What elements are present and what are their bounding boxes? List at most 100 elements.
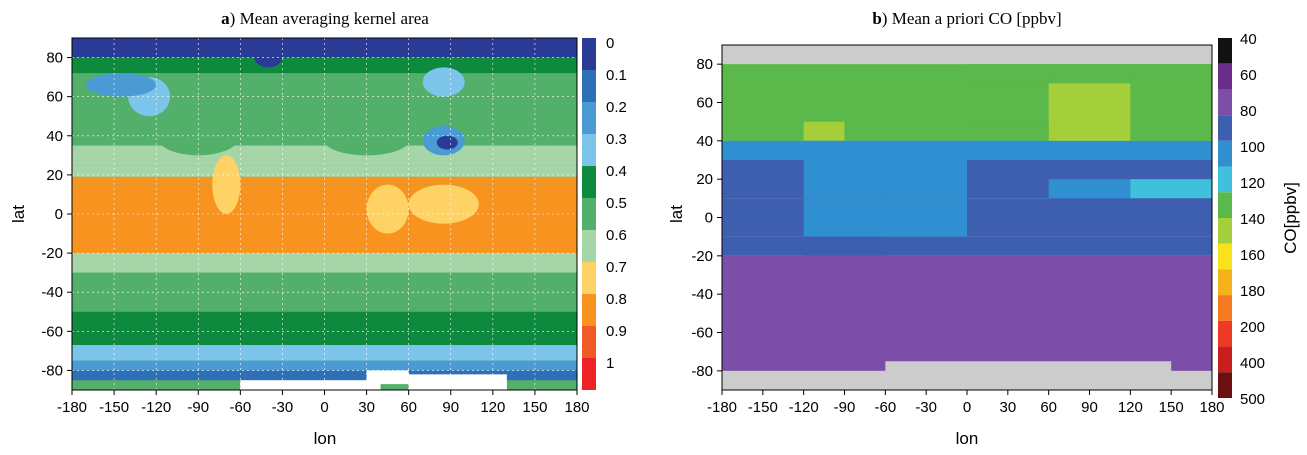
x-tick-label: 180 [564, 399, 589, 416]
grid-cell [885, 140, 967, 160]
y-tick-label: -80 [41, 362, 63, 379]
colorbar-segment [582, 102, 596, 134]
zonal-band [72, 176, 577, 185]
panel-b-axes: -180 -150 -120 -90 -60 -30 0 30 60 90 120 150 180 80 6… [691, 56, 1224, 416]
y-tick-label: 80 [696, 56, 713, 73]
panel-a: a) Mean averaging kernel area -180 -150 -1… [9, 9, 627, 448]
panel-a-title-paren: ) [230, 9, 240, 28]
grid-cell [1130, 179, 1212, 199]
colorbar-segment [582, 326, 596, 358]
panel-b-title-text: Mean a priori CO [ppbv] [892, 9, 1062, 28]
panel-b-colorbar: 40 60 80 100 120 140 160 180 200 400 500 [1218, 31, 1265, 408]
grid-cell [967, 121, 1049, 141]
x-tick-label: 0 [320, 399, 328, 416]
y-tick-label: -60 [691, 325, 713, 342]
colorbar-tick-label: 500 [1240, 391, 1265, 408]
y-tick-label: 60 [696, 95, 713, 112]
colorbar-segment [582, 262, 596, 294]
y-tick-label: 20 [46, 167, 63, 184]
grid-cell [722, 255, 1212, 275]
x-tick-label: -150 [748, 399, 778, 416]
x-tick-label: 60 [400, 399, 417, 416]
colorbar-segment [1218, 38, 1232, 64]
colorbar-tick-label: 0.1 [606, 67, 627, 84]
colorbar-segment [1218, 372, 1232, 398]
x-tick-label: 90 [1081, 399, 1098, 416]
regional-feature [408, 184, 479, 224]
x-tick-label: -90 [834, 399, 856, 416]
grid-cell [803, 121, 845, 141]
x-tick-label: 120 [480, 399, 505, 416]
grid-cell [722, 45, 1212, 65]
x-tick-label: -120 [141, 399, 171, 416]
colorbar-tick-label: 0.4 [606, 163, 627, 180]
panel-a-xlabel: lon [314, 429, 337, 448]
x-tick-label: 150 [522, 399, 547, 416]
grid-cell [722, 236, 1212, 256]
zonal-band [72, 370, 577, 381]
colorbar-tick-label: 60 [1240, 67, 1257, 84]
colorbar-tick-label: 1 [606, 355, 614, 372]
no-data-region [366, 370, 409, 385]
panel-b-plot-area [722, 45, 1212, 390]
y-tick-label: 40 [696, 133, 713, 150]
colorbar-tick-label: 0.6 [606, 227, 627, 244]
no-data-region [408, 374, 507, 390]
colorbar-segment [582, 230, 596, 262]
colorbar-segment [1218, 63, 1232, 90]
x-tick-label: -120 [789, 399, 819, 416]
colorbar-tick-label: 0.5 [606, 195, 627, 212]
colorbar-segment [1218, 346, 1232, 373]
y-tick-label: 40 [46, 128, 63, 145]
colorbar-segment [1218, 166, 1232, 193]
colorbar-segment [582, 70, 596, 102]
regional-feature [366, 184, 409, 234]
panel-a-letter: a [221, 9, 230, 28]
y-tick-label: -60 [41, 323, 63, 340]
zonal-band [72, 360, 577, 371]
colorbar-segment [582, 166, 596, 198]
grid-cell [803, 198, 967, 237]
panel-b-ylabel: lat [667, 205, 686, 223]
x-tick-label: -90 [187, 399, 209, 416]
x-tick-label: -30 [915, 399, 937, 416]
y-tick-label: -20 [41, 245, 63, 262]
grid-cell [885, 160, 967, 199]
y-tick-label: -40 [691, 286, 713, 303]
panel-b-colorbar-label: CO[ppbv] [1281, 182, 1300, 254]
colorbar-segment [1218, 243, 1232, 270]
y-tick-label: -20 [691, 248, 713, 265]
colorbar-segment [1218, 89, 1232, 116]
colorbar-tick-label: 40 [1240, 31, 1257, 48]
y-tick-label: 60 [46, 89, 63, 106]
x-tick-label: -180 [707, 399, 737, 416]
colorbar-segment [582, 198, 596, 230]
colorbar-segment [1218, 192, 1232, 218]
y-tick-label: 80 [46, 50, 63, 67]
colorbar-tick-label: 0.3 [606, 131, 627, 148]
x-tick-label: 120 [1118, 399, 1143, 416]
panel-b-title-paren: ) [882, 9, 892, 28]
x-tick-label: 150 [1159, 399, 1184, 416]
grid-cell [803, 160, 886, 199]
panel-a-ylabel: lat [9, 205, 28, 223]
grid-cell [803, 236, 886, 256]
panel-b-letter: b [872, 9, 881, 28]
colorbar-segment [582, 38, 596, 70]
y-tick-label: 0 [705, 210, 713, 227]
x-tick-label: 30 [358, 399, 375, 416]
x-tick-label: 90 [442, 399, 459, 416]
colorbar-segment [1218, 295, 1232, 321]
y-tick-label: -80 [691, 363, 713, 380]
colorbar-segment [1218, 218, 1232, 244]
colorbar-segment [582, 134, 596, 166]
regional-feature [212, 155, 241, 215]
grid-cell [722, 275, 1212, 371]
colorbar-tick-label: 120 [1240, 175, 1265, 192]
grid-cell [722, 380, 1212, 390]
panel-a-plot-area [72, 38, 577, 390]
x-tick-label: 180 [1199, 399, 1224, 416]
colorbar-tick-label: 80 [1240, 103, 1257, 120]
panel-b-xlabel: lon [956, 429, 979, 448]
